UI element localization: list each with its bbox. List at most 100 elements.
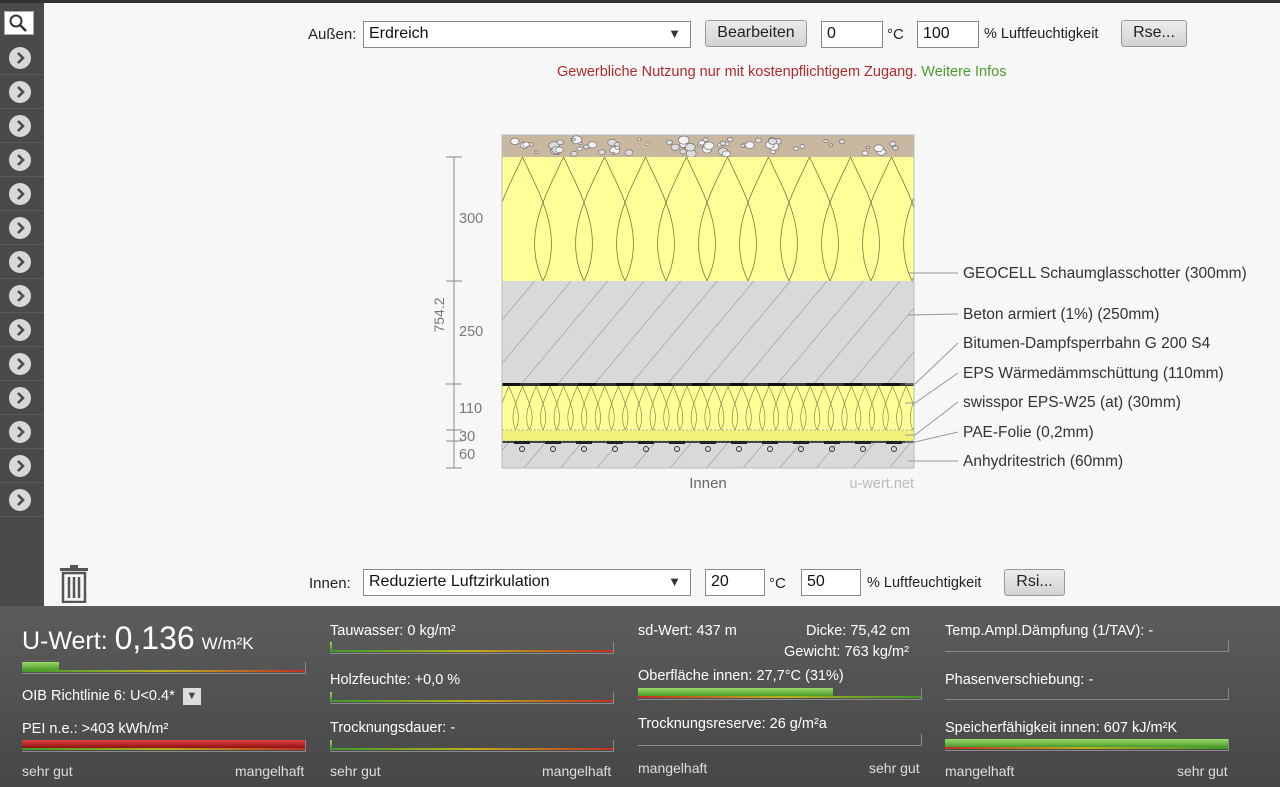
exterior-humidity-input[interactable]: 100: [917, 21, 979, 48]
bitumen-dashes: [502, 383, 900, 387]
phase-shift-label: Phasenverschiebung: -: [945, 672, 1094, 688]
inside-label: Innen: [689, 475, 727, 492]
gravel-stone: [571, 137, 576, 142]
scale-right-label: sehr gut: [1177, 763, 1228, 779]
sidebar-item-9[interactable]: [0, 313, 44, 347]
chevron-right-icon: [9, 421, 31, 443]
chevron-right-icon: [9, 285, 31, 307]
geocell-cell: [534, 157, 593, 281]
gravel-stone: [598, 149, 606, 156]
gravel-stone: [510, 137, 520, 145]
eps-bead: [622, 386, 643, 430]
gravel-stone: [666, 139, 673, 145]
geocell-cell: [903, 196, 914, 281]
drying-reserve-label: Trocknungsreserve: 26 g/m²a: [638, 716, 827, 732]
bitumen-dash: [502, 383, 520, 387]
sidebar-item-4[interactable]: [0, 143, 44, 177]
chevron-right-icon: [9, 387, 31, 409]
sidebar-item-2[interactable]: [0, 75, 44, 109]
sidebar-item-1[interactable]: [0, 41, 44, 75]
dimension-label: 110: [459, 401, 482, 417]
eps-bead: [896, 386, 914, 430]
more-info-link[interactable]: Weitere Infos: [921, 64, 1007, 80]
eps-bead: [677, 386, 697, 430]
sidebar-item-7[interactable]: [0, 245, 44, 279]
scale-left-label: mangelhaft: [945, 763, 1015, 779]
gravel-stone: [793, 146, 799, 151]
eps-bead: [882, 386, 903, 430]
screed-marker: [674, 446, 680, 452]
geocell-cell: [821, 157, 880, 281]
sidebar-item-14[interactable]: [0, 483, 44, 517]
screed-marker: [581, 446, 587, 452]
eps-bead: [553, 386, 574, 430]
wood-moisture-bar: [330, 692, 614, 704]
eps-bead: [635, 386, 656, 430]
pei-bar-fill: [22, 740, 305, 748]
oib-dropdown-icon[interactable]: ▼: [182, 688, 201, 705]
trash-icon[interactable]: [58, 565, 90, 603]
exterior-temp-unit: °C: [887, 26, 904, 43]
edit-button[interactable]: Bearbeiten: [705, 20, 807, 47]
geocell-cell: [657, 157, 716, 281]
sidebar-item-5[interactable]: [0, 177, 44, 211]
eps-fill-layer: [502, 386, 914, 430]
sidebar-item-11[interactable]: [0, 381, 44, 415]
leader-line: [907, 313, 959, 316]
geocell-cell: [739, 157, 798, 281]
gravel-stone: [838, 139, 846, 145]
eps-bead: [868, 386, 889, 430]
dimension-label: 60: [459, 447, 475, 463]
interior-condition-select[interactable]: Reduzierte Luftzirkulation ▼: [363, 569, 691, 596]
interior-humidity-input[interactable]: 50: [801, 569, 861, 596]
gravel-stone: [570, 135, 583, 144]
gravel-stone: [637, 137, 642, 142]
exterior-condition-select[interactable]: Erdreich ▼: [363, 21, 691, 48]
leader-line: [905, 372, 959, 404]
eps-bead: [718, 386, 738, 430]
interior-temperature-input[interactable]: 20: [705, 569, 765, 596]
sidebar-item-13[interactable]: [0, 449, 44, 483]
wood-moisture-label: Holzfeuchte: +0,0 %: [330, 672, 461, 688]
gravel-stones: [510, 135, 899, 158]
weight-label: Gewicht: 763 kg/m²: [784, 644, 909, 660]
condensation-bar: [330, 642, 614, 654]
foil-mark: [762, 441, 778, 444]
chevron-right-icon: [9, 217, 31, 239]
heat-storage-bar-fill: [945, 739, 1228, 747]
geocell-layer: [502, 157, 914, 281]
sidebar-item-6[interactable]: [0, 211, 44, 245]
temp-amplitude-bar: [945, 640, 1229, 652]
screed-marker: [519, 446, 525, 452]
exterior-temperature-input[interactable]: 0: [821, 21, 883, 48]
commercial-use-notice: Gewerbliche Nutzung nur mit kostenpflich…: [557, 64, 1006, 80]
dimension-line: [446, 156, 462, 469]
dimension-label: 30: [459, 429, 475, 445]
sidebar-item-8[interactable]: [0, 279, 44, 313]
gravel-stone: [740, 143, 745, 148]
sidebar-item-10[interactable]: [0, 347, 44, 381]
eps-bead: [540, 386, 560, 430]
gravel-stone: [754, 137, 762, 143]
scale-right-label: mangelhaft: [542, 763, 612, 779]
rse-button[interactable]: Rse...: [1121, 20, 1187, 47]
rsi-button[interactable]: Rsi...: [1004, 569, 1065, 596]
u-value-prefix: U-Wert:: [22, 627, 108, 655]
gravel-stone: [614, 141, 621, 147]
gravel-stone: [576, 146, 583, 151]
foil-mark: [576, 441, 592, 444]
eps-board-layer: [502, 430, 914, 441]
screed-marker: [860, 446, 866, 452]
eps-bead: [745, 386, 766, 430]
sidebar-item-12[interactable]: [0, 415, 44, 449]
foil-mark: [545, 441, 561, 444]
geocell-cell: [502, 157, 552, 281]
gravel-stone: [614, 145, 620, 150]
chevron-right-icon: [9, 319, 31, 341]
chevron-right-icon: [9, 489, 31, 511]
eps-bead: [502, 386, 519, 430]
sidebar-item-3[interactable]: [0, 109, 44, 143]
search-button[interactable]: [4, 11, 34, 35]
u-value-bar-fill: [22, 662, 59, 670]
exterior-humidity-label: % Luftfeuchtigkeit: [984, 26, 1099, 42]
